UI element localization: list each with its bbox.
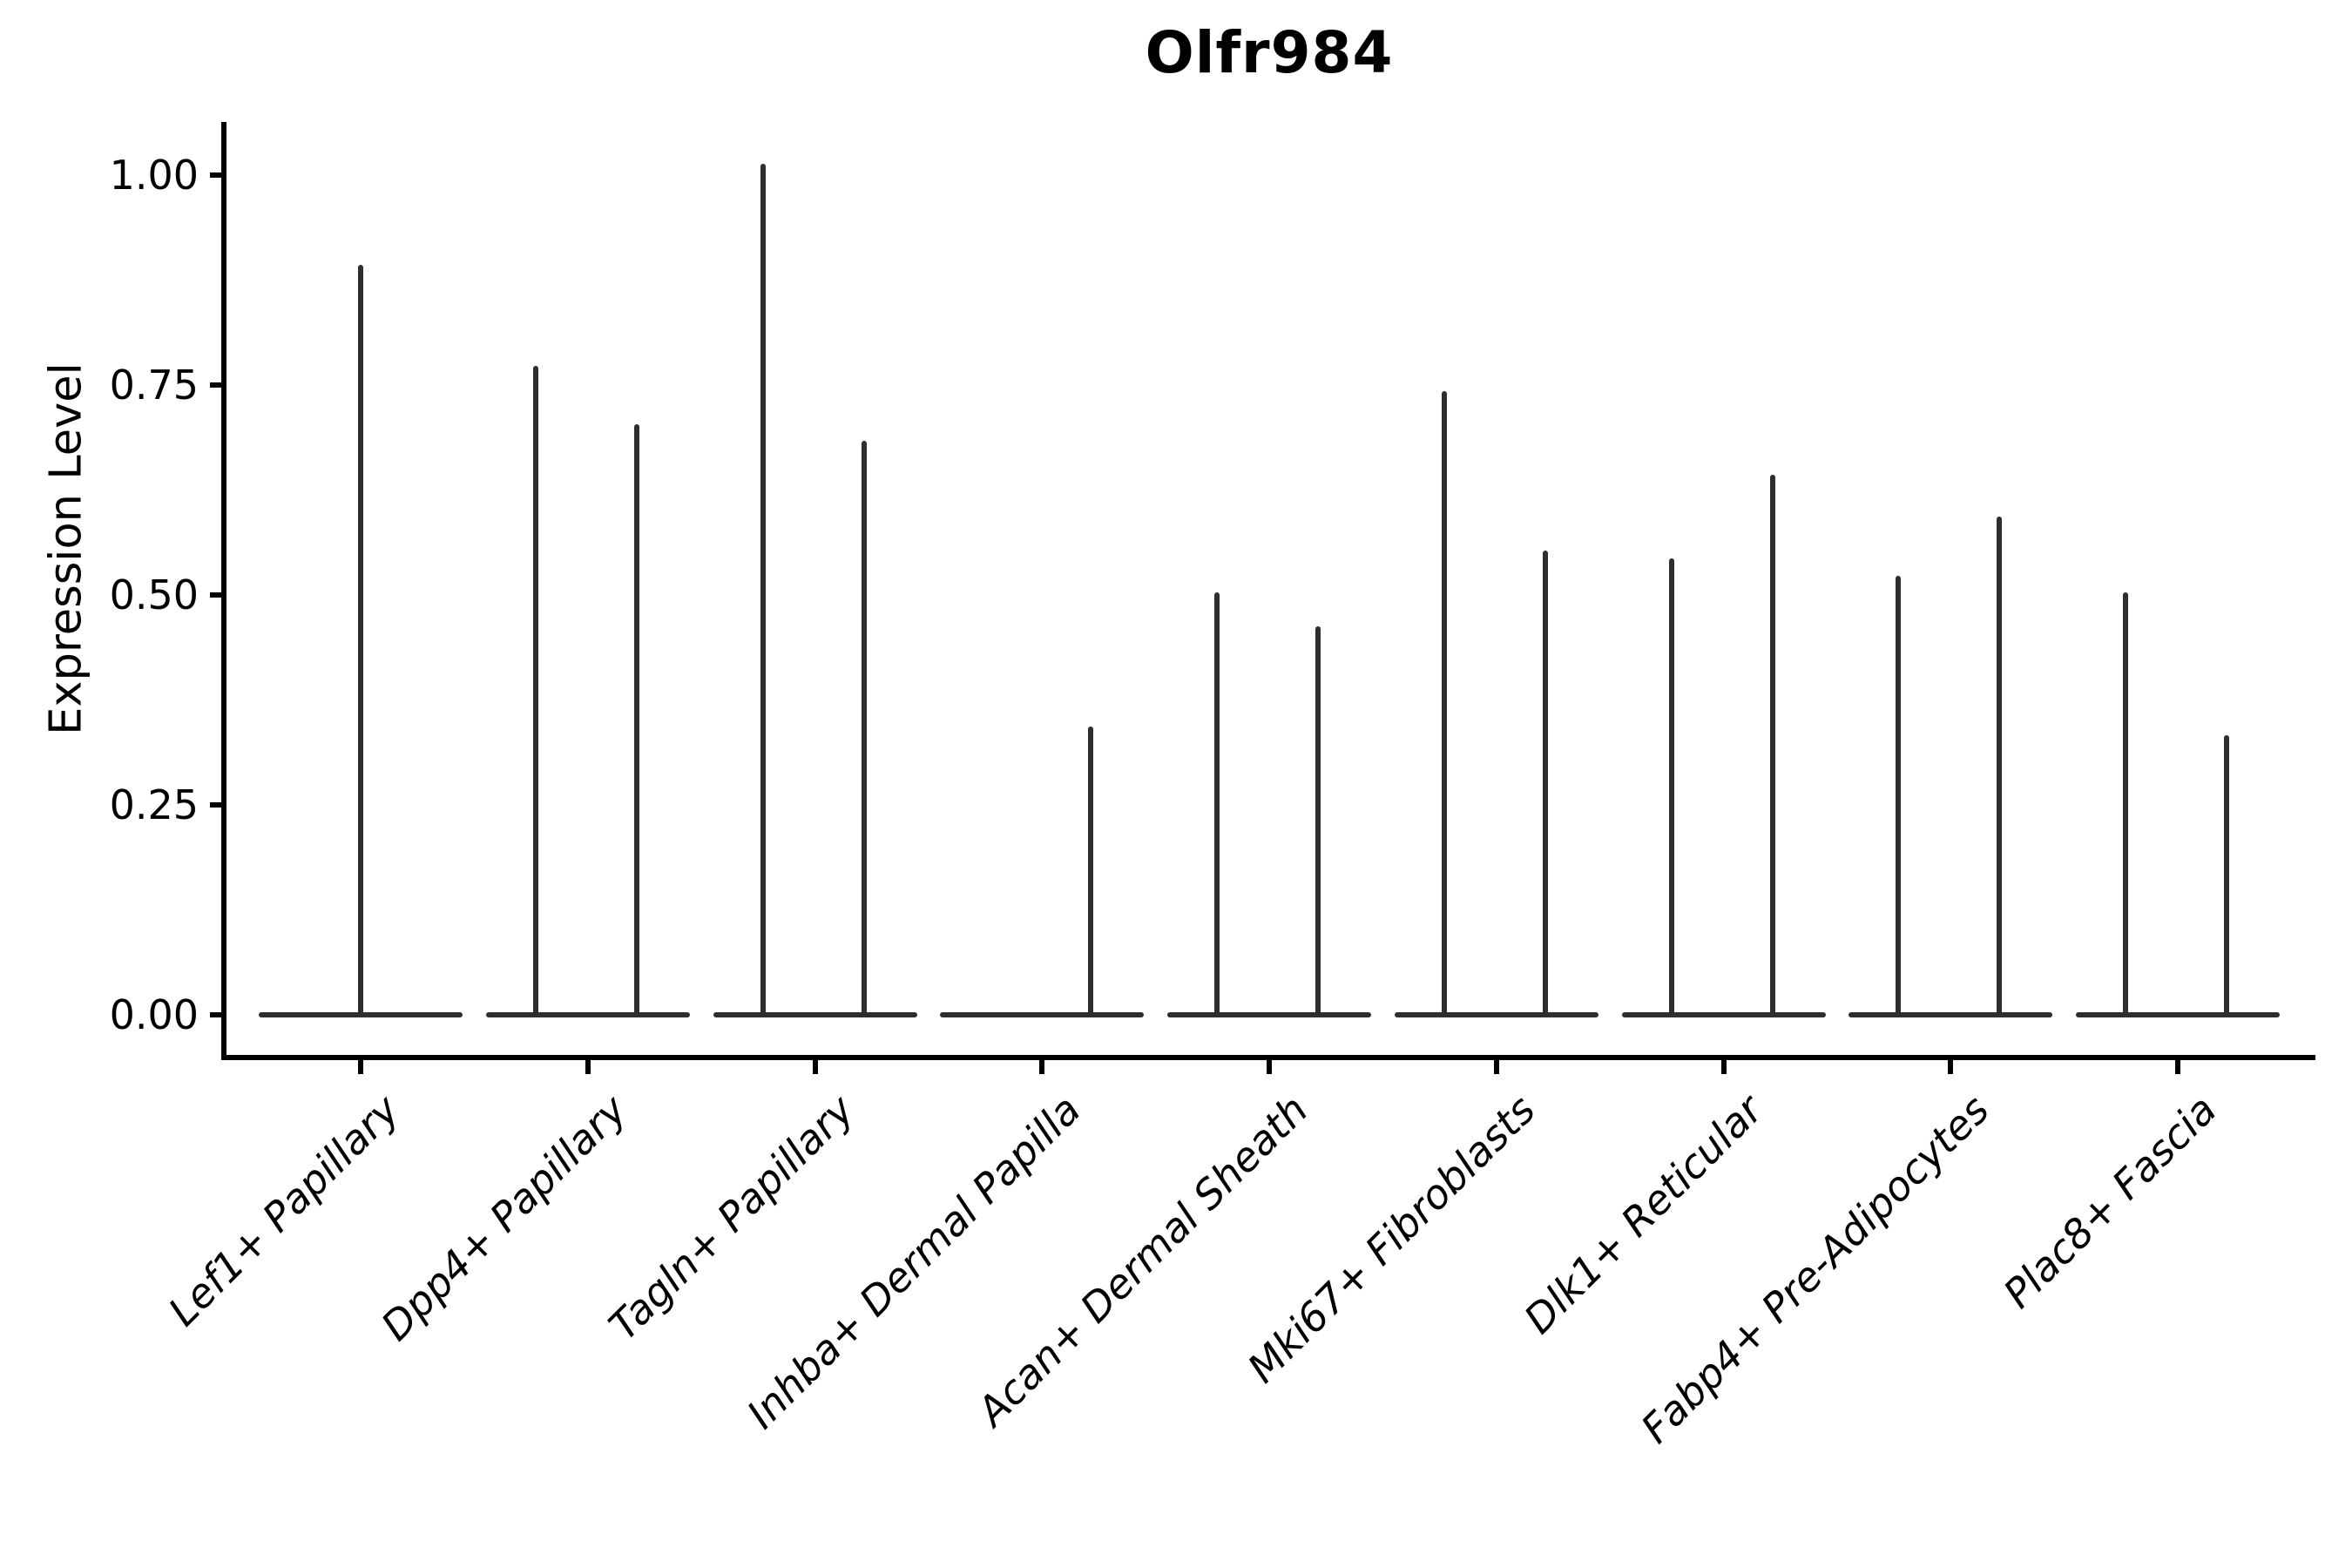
y-tick-label: 0.00 — [109, 991, 199, 1038]
violin-spike — [1896, 575, 1902, 1017]
y-tick-label: 1.00 — [109, 152, 199, 199]
y-tick-mark — [210, 382, 224, 388]
violin-spike — [2224, 734, 2229, 1017]
y-tick-mark — [210, 172, 224, 178]
violin-spike — [1668, 558, 1674, 1017]
violin-baseline — [1621, 1012, 1826, 1017]
violin-spike — [760, 164, 766, 1017]
violin-spike — [532, 365, 538, 1017]
violin-baseline — [1848, 1012, 2053, 1017]
y-tick-mark — [210, 1012, 224, 1017]
violin-spike — [861, 441, 867, 1017]
y-tick-label: 0.50 — [109, 571, 199, 618]
y-axis-label: Expression Level — [40, 362, 92, 735]
violin-baseline — [940, 1012, 1145, 1017]
x-tick-label: Dlk1+ Reticular — [1514, 1085, 1772, 1343]
violin-baseline — [713, 1012, 917, 1017]
x-tick-label: Tagln+ Papillary — [598, 1085, 863, 1349]
x-tick-label: Plac8+ Fascia — [1994, 1085, 2226, 1317]
violin-spike — [1542, 550, 1548, 1017]
x-tick-mark — [1948, 1060, 1954, 1074]
violin-baseline — [485, 1012, 690, 1017]
violin-baseline — [1394, 1012, 1598, 1017]
violin-spike — [1997, 517, 2003, 1017]
violin-spike — [1441, 390, 1447, 1017]
y-tick-mark — [210, 802, 224, 808]
violin-spike — [633, 424, 639, 1017]
x-tick-mark — [358, 1060, 363, 1074]
y-tick-mark — [210, 592, 224, 598]
x-tick-mark — [585, 1060, 591, 1074]
x-tick-label: Dpp4+ Papillary — [371, 1085, 636, 1350]
x-tick-mark — [1267, 1060, 1272, 1074]
y-tick-label: 0.75 — [109, 362, 199, 409]
violin-spike — [1088, 727, 1094, 1017]
x-tick-label: Lef1+ Papillary — [159, 1085, 409, 1335]
chart-title: Olfr984 — [1145, 19, 1394, 86]
violin-spike — [1769, 475, 1775, 1017]
violin-spike — [1214, 592, 1220, 1017]
x-tick-mark — [2175, 1060, 2180, 1074]
violin-spike — [1315, 625, 1321, 1017]
violin-spike — [2123, 592, 2128, 1017]
x-tick-mark — [1720, 1060, 1727, 1074]
x-tick-mark — [1039, 1060, 1045, 1074]
x-axis-spine — [221, 1055, 2315, 1060]
violin-baseline — [1167, 1012, 1371, 1017]
y-axis-spine — [221, 122, 226, 1060]
x-tick-mark — [1493, 1060, 1499, 1074]
y-tick-label: 0.25 — [109, 781, 199, 828]
violin-spike — [358, 265, 363, 1017]
violin-baseline — [2076, 1012, 2280, 1017]
x-tick-mark — [812, 1060, 818, 1074]
